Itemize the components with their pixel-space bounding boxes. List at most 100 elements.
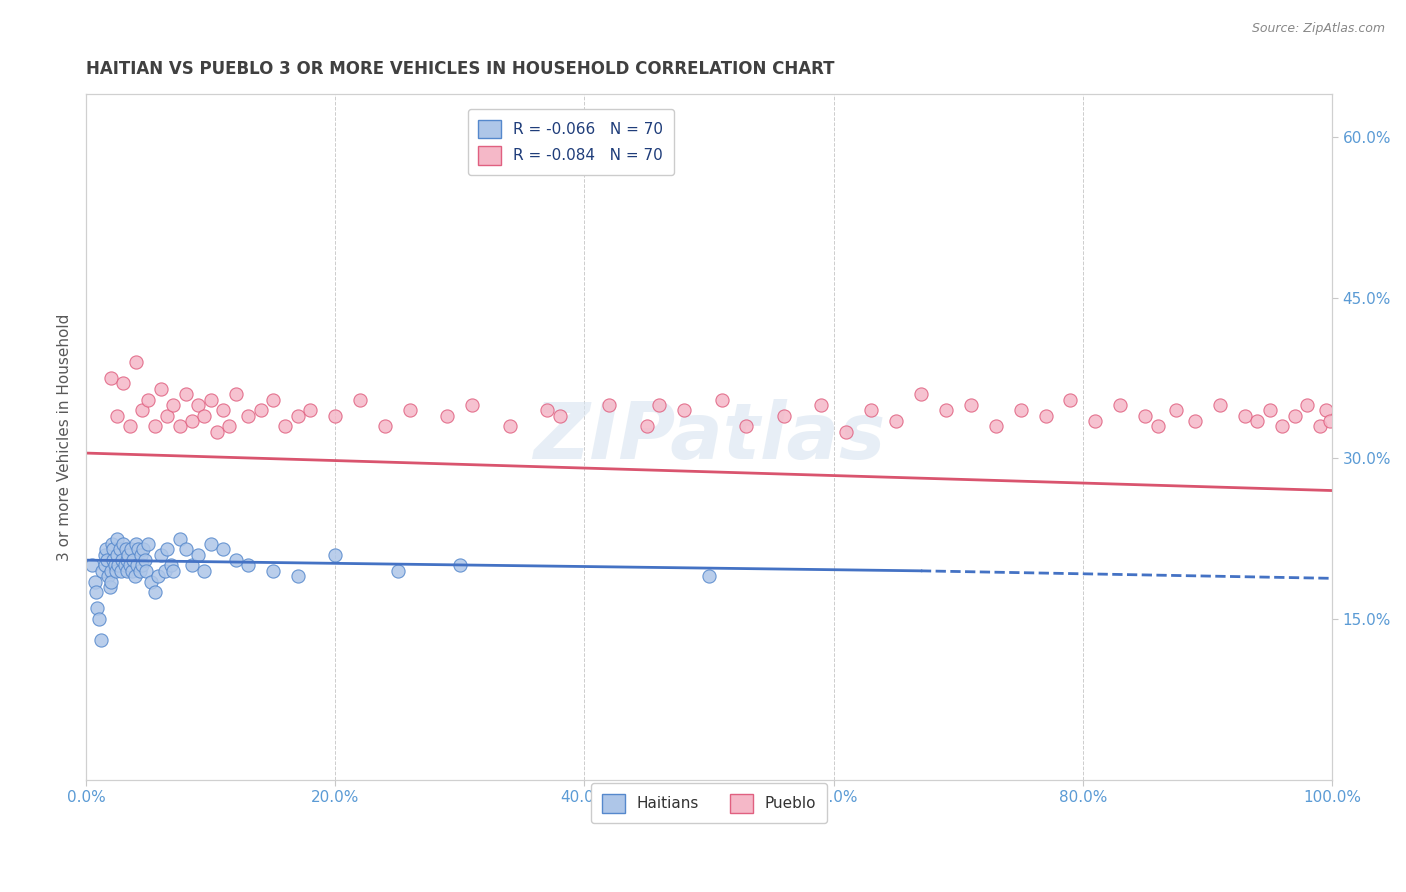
Point (262, 392, 284, 407)
Y-axis label: 3 or more Vehicles in Household: 3 or more Vehicles in Household (58, 313, 72, 561)
Point (124, 569, 146, 583)
Point (138, 537, 160, 551)
Point (1133, 409, 1156, 423)
Point (84, 585, 107, 599)
Point (138, 392, 160, 407)
Point (103, 553, 125, 567)
Point (114, 558, 136, 573)
Point (910, 387, 932, 401)
Point (82, 558, 104, 573)
Point (98, 580, 121, 594)
Point (1184, 414, 1206, 428)
Point (121, 564, 143, 578)
Point (187, 548, 209, 562)
Point (536, 403, 558, 417)
Point (100, 371, 122, 385)
Point (212, 403, 235, 417)
Point (156, 409, 179, 423)
Point (598, 398, 620, 412)
Point (110, 564, 132, 578)
Point (1059, 392, 1081, 407)
Point (200, 537, 222, 551)
Point (125, 355, 148, 369)
Point (735, 419, 758, 434)
Point (139, 574, 162, 589)
Point (135, 564, 157, 578)
Point (94, 542, 117, 557)
Point (984, 419, 1007, 434)
Point (127, 558, 149, 573)
Point (101, 537, 124, 551)
Point (1309, 419, 1331, 434)
Point (1258, 403, 1281, 417)
Point (105, 548, 128, 562)
Point (884, 414, 907, 428)
Point (162, 564, 184, 578)
Point (835, 425, 858, 439)
Point (323, 548, 346, 562)
Point (349, 392, 371, 407)
Point (225, 553, 247, 567)
Point (105, 532, 128, 546)
Point (399, 403, 422, 417)
Point (108, 542, 131, 557)
Point (86, 601, 108, 615)
Point (212, 542, 235, 557)
Point (249, 403, 271, 417)
Point (162, 398, 184, 412)
Point (105, 409, 128, 423)
Point (148, 569, 170, 583)
Point (143, 419, 166, 434)
Point (91, 564, 114, 578)
Point (205, 425, 228, 439)
Point (1271, 419, 1294, 434)
Point (236, 409, 259, 423)
Point (103, 542, 125, 557)
Point (94, 558, 117, 573)
Point (1010, 403, 1032, 417)
Point (96, 553, 118, 567)
Point (193, 564, 215, 578)
Point (181, 558, 204, 573)
Point (131, 558, 153, 573)
Point (83, 574, 105, 589)
Legend: Haitians, Pueblo: Haitians, Pueblo (591, 783, 827, 823)
Point (174, 542, 197, 557)
Point (236, 558, 259, 573)
Point (90, 633, 112, 648)
Point (149, 382, 172, 396)
Point (169, 532, 191, 546)
Point (387, 564, 409, 578)
Point (149, 548, 172, 562)
Point (94, 548, 117, 562)
Point (1315, 403, 1337, 417)
Point (115, 542, 138, 557)
Point (436, 409, 458, 423)
Point (134, 553, 156, 567)
Point (100, 564, 122, 578)
Point (287, 569, 309, 583)
Point (120, 542, 142, 557)
Point (187, 398, 209, 412)
Point (218, 419, 240, 434)
Point (174, 387, 197, 401)
Point (374, 419, 396, 434)
Point (200, 392, 222, 407)
Point (1166, 403, 1188, 417)
Point (935, 403, 957, 417)
Point (100, 574, 122, 589)
Point (287, 409, 309, 423)
Point (499, 419, 522, 434)
Point (1246, 414, 1268, 428)
Point (115, 553, 138, 567)
Point (132, 542, 155, 557)
Point (112, 376, 135, 391)
Point (153, 564, 176, 578)
Point (548, 409, 571, 423)
Point (1146, 419, 1168, 434)
Point (169, 419, 191, 434)
Point (461, 398, 484, 412)
Point (104, 558, 127, 573)
Point (143, 585, 166, 599)
Point (1319, 414, 1341, 428)
